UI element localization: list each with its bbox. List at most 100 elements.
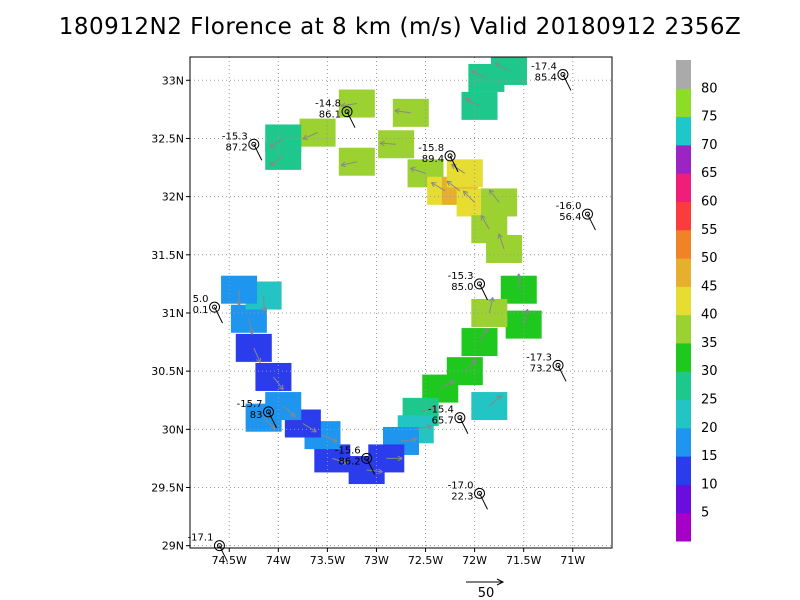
dropsonde-value: 86.1 xyxy=(319,110,341,121)
dropsonde-temp: -17.1 xyxy=(188,533,214,544)
wind-vector xyxy=(464,97,480,107)
dropsonde-icon xyxy=(361,452,373,464)
wind-vector xyxy=(462,190,475,203)
wind-vector xyxy=(302,132,318,140)
dropsonde: 5.00.1 xyxy=(193,294,223,324)
dropsonde-value: 85.4 xyxy=(535,72,557,83)
wind-vector xyxy=(471,70,487,79)
colorbar-swatch xyxy=(676,173,691,202)
dropsonde-value: 87.2 xyxy=(226,142,248,153)
wind-vector xyxy=(332,457,348,465)
wind-vector xyxy=(340,161,357,168)
x-tick-label: 71W xyxy=(560,554,585,567)
wind-vector xyxy=(464,359,477,372)
wind-barb xyxy=(459,417,469,434)
wind-barb xyxy=(449,155,459,173)
colorbar-swatch xyxy=(676,342,691,372)
chart-title: 180912N2 Florence at 8 km (m/s) Valid 20… xyxy=(58,14,742,40)
wind-vector xyxy=(302,423,317,433)
dropsonde-icon xyxy=(263,406,275,418)
wind-barb xyxy=(587,213,596,231)
colorbar-label: 30 xyxy=(701,364,718,379)
colorbar-label: 15 xyxy=(701,449,718,464)
wind-barb xyxy=(557,365,567,382)
dropsonde-icon xyxy=(552,359,564,371)
wind-vector xyxy=(480,214,490,230)
wind-barb xyxy=(366,458,376,475)
wind-vector xyxy=(497,233,505,250)
dropsonde-icon xyxy=(454,412,466,424)
y-tick-label: 32.5N xyxy=(151,132,184,145)
colorbar-swatch xyxy=(676,314,691,344)
colorbar-swatch xyxy=(676,286,691,316)
wind-barb xyxy=(479,283,488,301)
colorbar-label: 20 xyxy=(701,421,718,436)
x-tick-label: 73W xyxy=(364,554,389,567)
dropsonde-icon xyxy=(209,301,221,313)
dropsonde: -17.485.4 xyxy=(531,61,572,91)
dropsonde-temp: -15.3 xyxy=(222,131,248,142)
dropsonde-value: 89.4 xyxy=(422,154,444,165)
y-tick-label: 30N xyxy=(162,423,184,436)
dropsonde-value: 85.0 xyxy=(451,282,473,293)
dropsonde-value: 73.2 xyxy=(530,363,552,374)
dropsonde-temp: -15.4 xyxy=(428,405,454,416)
dropsonde-temp: -15.3 xyxy=(448,271,474,282)
dropsonde-temp: -15.7 xyxy=(237,399,263,410)
colorbar-label: 70 xyxy=(701,138,718,153)
colorbar-swatch xyxy=(676,229,691,259)
wind-vector xyxy=(410,166,426,174)
wind-vector xyxy=(322,434,338,443)
dropsonde: -15.889.4 xyxy=(418,143,459,173)
wind-vector xyxy=(430,182,446,192)
x-axis: 74.5W 74W 73.5W 73W 72.5W 72W 71.5W 71W xyxy=(212,548,585,567)
wind-vector xyxy=(440,380,455,390)
colorbar-label: 65 xyxy=(701,166,718,181)
dropsonde: -17.373.2 xyxy=(526,352,567,382)
wind-barb xyxy=(253,144,263,161)
y-axis: 29N 29.5N 30N 30.5N 31N 31.5N 32N 32.5N 33N xyxy=(151,74,190,553)
wind-vector xyxy=(269,138,284,148)
x-tick-label: 74.5W xyxy=(212,554,247,567)
y-tick-label: 31N xyxy=(162,307,184,320)
dropsonde-value: 83 xyxy=(250,410,263,421)
colorbar-swatch xyxy=(676,88,691,118)
dropsonde-icon xyxy=(248,138,260,150)
y-tick-label: 29N xyxy=(162,540,184,553)
colorbar-label: 60 xyxy=(701,194,718,209)
colorbar-swatch xyxy=(676,60,691,89)
colorbar-label: 45 xyxy=(701,279,718,294)
colorbar-swatch xyxy=(676,456,691,485)
colorbar-swatch xyxy=(676,399,691,429)
dropsonde-icon xyxy=(581,208,593,220)
colorbar-swatch xyxy=(676,427,691,457)
dropsonde: -17.022.3 xyxy=(448,480,488,510)
plot-frame xyxy=(189,56,613,549)
wind-vector xyxy=(479,327,488,343)
wind-barb xyxy=(479,493,488,510)
dropsonde-value: 65.7 xyxy=(432,416,454,427)
dropsonde: -14.886.1 xyxy=(315,99,356,128)
wind-vector xyxy=(494,62,510,72)
colorbar: 5 10 15 20 25 30 35 40 45 50 55 60 65 70 75 80 xyxy=(676,60,718,542)
colorbar-swatch xyxy=(676,258,691,287)
wind-vector xyxy=(420,405,437,413)
wind-vector xyxy=(366,468,383,475)
wind-vector xyxy=(263,417,276,430)
wind-vector xyxy=(400,436,418,443)
x-tick-label: 71.5W xyxy=(506,554,541,567)
wind-vector xyxy=(488,189,500,203)
wind-barb xyxy=(346,111,356,128)
colorbar-label: 35 xyxy=(701,336,718,351)
colorbar-swatch xyxy=(676,116,691,146)
wind-vector xyxy=(488,297,495,314)
dropsonde: -16.056.4 xyxy=(556,201,596,231)
x-tick-label: 73.5W xyxy=(310,554,345,567)
wind-vector xyxy=(253,347,262,363)
wind-vector xyxy=(523,308,530,325)
wind-vector xyxy=(394,108,411,115)
dropsonde-temp: -17.0 xyxy=(448,480,474,491)
colorbar-label: 55 xyxy=(701,223,718,238)
dropsonde-icon xyxy=(557,68,569,80)
